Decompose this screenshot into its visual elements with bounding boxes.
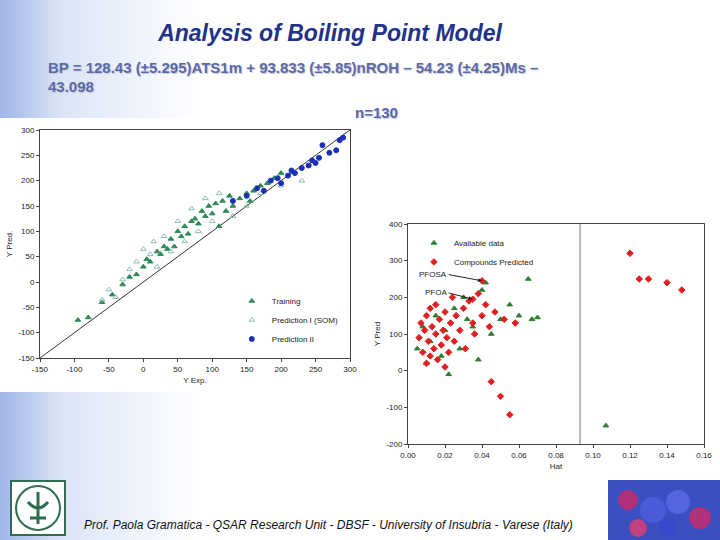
html-text:BP = 128.43 (±5.295)ATS1m + 93: BP = 128.43 (±5.295)ATS1m + 93.833 (±5.8… (48, 59, 539, 76)
svg-text:-150: -150 (32, 365, 49, 374)
svg-text:-150: -150 (18, 354, 35, 363)
svg-text:0.10: 0.10 (585, 451, 601, 460)
svg-text:PFOSA: PFOSA (419, 270, 447, 279)
svg-text:300: 300 (389, 256, 403, 265)
svg-text:100: 100 (389, 330, 403, 339)
svg-text:PFOA: PFOA (425, 288, 447, 297)
svg-text:0.04: 0.04 (474, 451, 490, 460)
svg-text:-100: -100 (66, 365, 83, 374)
html-text:n=130: n=130 (355, 104, 398, 121)
svg-text:150: 150 (21, 202, 35, 211)
svg-text:Compounds Predicted: Compounds Predicted (454, 258, 533, 267)
svg-text:-50: -50 (23, 303, 35, 312)
svg-text:200: 200 (21, 176, 35, 185)
svg-text:-100: -100 (18, 328, 35, 337)
svg-text:200: 200 (389, 293, 403, 302)
svg-text:-100: -100 (386, 403, 403, 412)
svg-text:-50: -50 (103, 365, 115, 374)
svg-text:Prediction II: Prediction II (272, 335, 314, 344)
svg-text:300: 300 (21, 126, 35, 135)
html-text:43.098: 43.098 (48, 78, 94, 95)
html-text:Analysis of Boiling Point Mode: Analysis of Boiling Point Model (158, 20, 502, 46)
svg-text:0.00: 0.00 (400, 451, 416, 460)
svg-text:0.14: 0.14 (659, 451, 675, 460)
svg-text:200: 200 (274, 365, 288, 374)
html-text:Prof. Paola Gramatica - QSAR R: Prof. Paola Gramatica - QSAR Research Un… (84, 518, 573, 532)
svg-text:100: 100 (21, 227, 35, 236)
svg-text:50: 50 (25, 252, 34, 261)
svg-text:Prediction I (SOM): Prediction I (SOM) (272, 316, 338, 325)
svg-text:-200: -200 (386, 440, 403, 449)
svg-text:Training: Training (272, 297, 301, 306)
svg-text:Hat: Hat (550, 462, 563, 471)
svg-text:0: 0 (398, 366, 403, 375)
svg-text:250: 250 (21, 151, 35, 160)
svg-text:0: 0 (30, 278, 35, 287)
svg-text:0.12: 0.12 (622, 451, 638, 460)
svg-text:250: 250 (309, 365, 323, 374)
svg-text:Available data: Available data (454, 239, 505, 248)
svg-text:Y Pred.: Y Pred. (5, 231, 14, 258)
svg-text:50: 50 (173, 365, 182, 374)
svg-text:300: 300 (343, 365, 357, 374)
svg-text:Y Exp.: Y Exp. (183, 376, 206, 385)
svg-text:0.08: 0.08 (548, 451, 564, 460)
svg-text:400: 400 (389, 220, 403, 229)
svg-text:150: 150 (240, 365, 254, 374)
svg-text:0.02: 0.02 (437, 451, 453, 460)
svg-text:0.16: 0.16 (696, 451, 712, 460)
svg-text:100: 100 (206, 365, 220, 374)
svg-text:0.06: 0.06 (511, 451, 527, 460)
svg-text:Y Pred: Y Pred (373, 322, 382, 346)
svg-text:0: 0 (141, 365, 146, 374)
